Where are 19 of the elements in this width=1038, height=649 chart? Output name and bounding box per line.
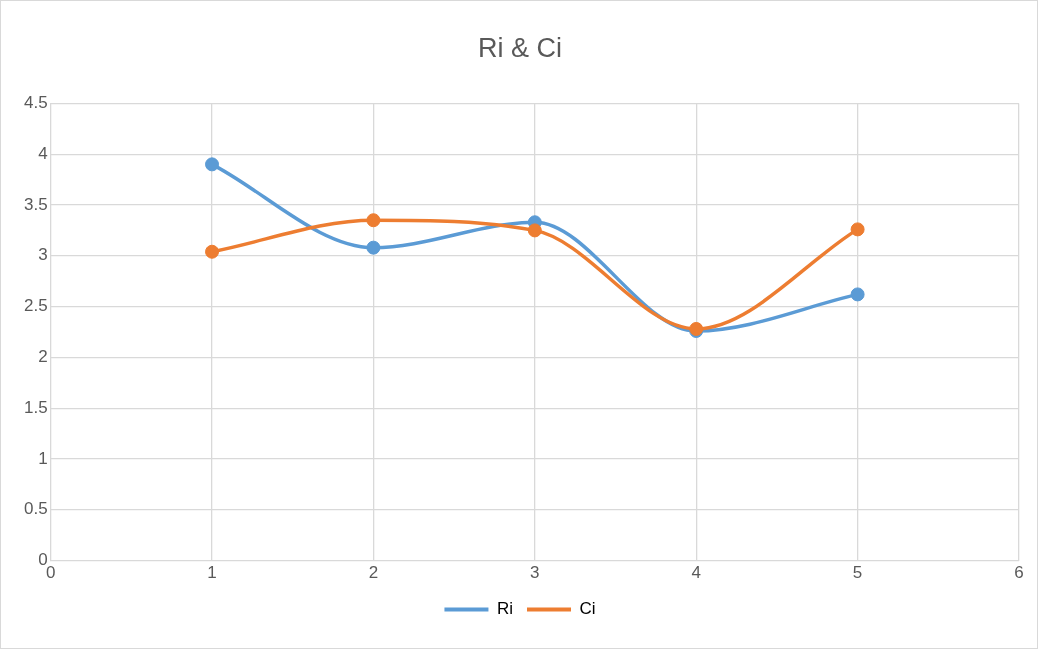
x-tick-label: 5 (852, 563, 863, 583)
y-tick-label: 1.5 (23, 397, 48, 417)
y-tick-label: 0 (38, 550, 48, 570)
x-tick-label: 3 (530, 563, 540, 583)
chart-title: Ri & Ci (477, 32, 563, 63)
x-tick-label: 2 (368, 563, 379, 583)
y-tick-label: 1 (38, 448, 48, 468)
y-tick-label: 0.5 (23, 499, 48, 519)
y-tick-label: 3.5 (23, 194, 48, 214)
x-tick-label: 6 (1014, 563, 1024, 583)
x-tick-label: 1 (207, 563, 217, 583)
legend-label: Ri (496, 599, 514, 619)
y-tick-label: 2 (38, 347, 48, 367)
legend-label: Ci (579, 599, 596, 619)
y-tick-label: 4.5 (23, 93, 48, 113)
x-tick-label: 4 (691, 563, 701, 583)
y-tick-label: 4 (38, 143, 48, 163)
y-tick-label: 2.5 (23, 296, 48, 316)
y-tick-label: 3 (38, 245, 48, 265)
